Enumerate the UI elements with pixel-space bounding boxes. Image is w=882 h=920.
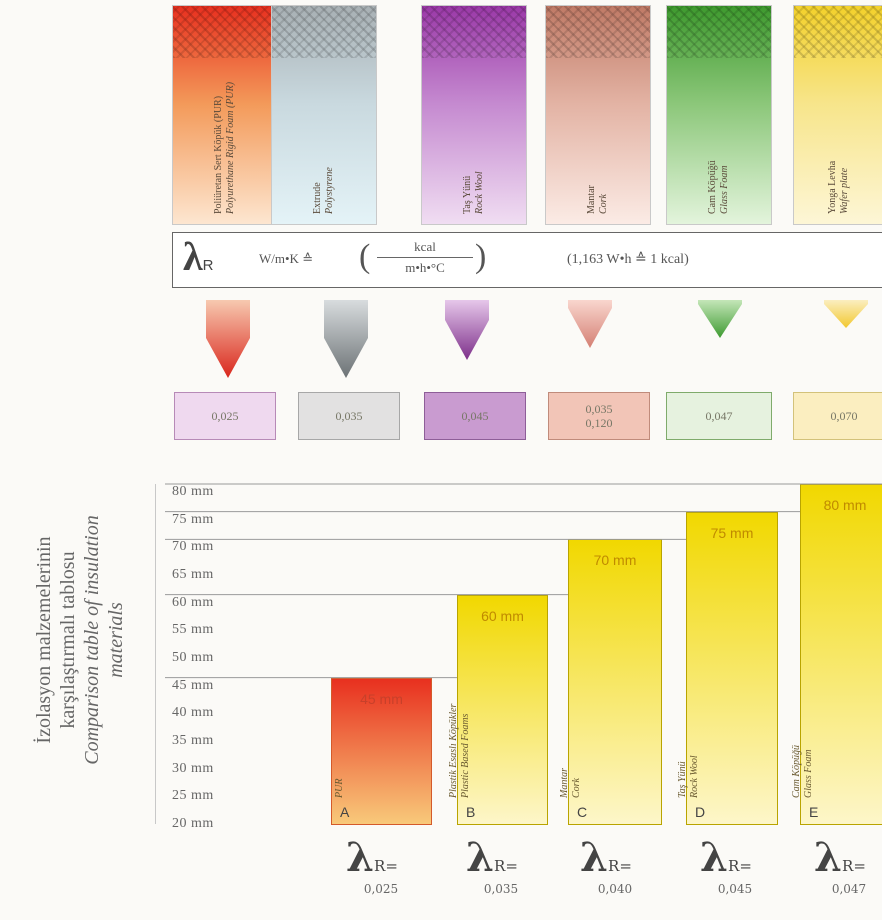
funnel-layer — [206, 300, 868, 378]
bar-value-label: 70 mm — [593, 552, 637, 569]
y-tick-label: 65 mm — [172, 567, 214, 582]
lambda-symbol: λ — [466, 834, 495, 881]
lambda-equals: = — [619, 857, 632, 875]
lambda-subscript: R — [842, 857, 854, 875]
lambda-result-value: 0,035 — [483, 882, 519, 896]
lambda-value-secondary: 0,120 — [585, 416, 613, 430]
lambda-symbol: λ — [346, 834, 375, 881]
material-texture — [422, 6, 526, 58]
lambda-result-value: 0,045 — [717, 882, 753, 896]
lambda-value-box: 0,035 0,120 — [548, 392, 650, 440]
lambda-value: 0,035 — [335, 409, 363, 423]
lambda-result: λR= 0,035 — [466, 838, 518, 897]
material-tile: Yonga Levha Wafer plate — [793, 5, 882, 225]
unit-note: (1,163 W•h ≙ 1 kcal) — [567, 252, 689, 267]
y-tick-label: 50 mm — [172, 650, 214, 665]
y-tick-label: 30 mm — [172, 760, 214, 776]
thickness-bar: 80 mm Cam Köpüğü Glass Foam E — [791, 484, 882, 825]
lambda-result: λR= 0,025 — [346, 838, 398, 897]
lambda-result: λR= 0,047 — [814, 838, 866, 897]
bar-category-letter: C — [577, 803, 588, 820]
lambda-result-value: 0,047 — [831, 882, 867, 896]
bar-value-label: 75 mm — [710, 524, 754, 541]
y-tick-label: 45 mm — [172, 677, 214, 693]
lambda-result: λR= 0,040 — [580, 838, 632, 897]
y-tick-label: 35 mm — [172, 733, 214, 748]
y-tick-label: 20 mm — [172, 816, 214, 831]
bar-value-label: 60 mm — [481, 607, 524, 624]
material-texture — [794, 6, 882, 58]
lambda-unit-bar: λR W/m•K ≙ ( kcal m•h•°C ) (1,163 W•h ≙ … — [172, 232, 882, 288]
lambda-value-box: 0,070 — [793, 392, 882, 440]
material-tile: Cam Köpüğü Glass Foam — [666, 5, 772, 225]
lambda-equals: = — [853, 857, 866, 875]
lambda-subscript: R — [374, 857, 386, 875]
bar-category-letter: D — [695, 803, 706, 820]
lambda-symbol: λR — [183, 234, 214, 279]
lambda-funnel-marker — [445, 300, 489, 360]
thickness-bar: 70 mm Mantar Cork C — [559, 539, 662, 825]
lambda-symbol: λ — [814, 834, 843, 881]
lambda-value: 0,035 — [585, 402, 613, 416]
lambda-funnel-marker — [568, 300, 612, 348]
lambda-subscript: R — [608, 857, 620, 875]
y-tick-label: 40 mm — [172, 705, 214, 721]
thickness-bar: 45 mm PUR A — [331, 677, 432, 825]
chart-left-rule — [155, 484, 156, 824]
bar-category-letter: E — [809, 804, 819, 820]
lambda-result-value: 0,025 — [363, 882, 399, 896]
lambda-value: 0,070 — [830, 409, 858, 423]
lambda-result-value: 0,040 — [597, 882, 633, 896]
material-tile: Mantar Cork — [545, 5, 651, 225]
y-tick-label: 75 mm — [172, 511, 214, 527]
y-tick-label: 70 mm — [172, 539, 214, 555]
unit-fraction: kcal m•h•°C — [377, 239, 473, 276]
thickness-bar: 75 mm Taş Yünü Rock Wool D — [677, 511, 778, 825]
lambda-equals: = — [505, 857, 518, 875]
lambda-funnel-marker — [698, 300, 742, 338]
lambda-funnel-marker — [324, 300, 368, 378]
lambda-subscript: R — [728, 857, 740, 875]
lambda-equals: = — [385, 857, 398, 875]
lambda-symbol: λ — [700, 834, 729, 881]
material-texture — [272, 6, 376, 58]
y-tick-label: 60 mm — [172, 594, 214, 610]
lambda-funnel-marker — [206, 300, 250, 378]
lambda-value-box: 0,045 — [424, 392, 526, 440]
lambda-result: λR= 0,045 — [700, 838, 752, 897]
lambda-value-box: 0,025 — [174, 392, 276, 440]
material-tile: Extrude Polystyrene — [271, 5, 377, 225]
lambda-value-box: 0,047 — [666, 392, 772, 440]
lambda-value: 0,047 — [705, 409, 733, 423]
y-tick-label: 80 mm — [172, 484, 214, 499]
material-texture — [667, 6, 771, 58]
lambda-funnel-marker — [824, 300, 868, 328]
material-texture — [173, 6, 277, 58]
bar-value-label: 80 mm — [823, 497, 867, 513]
bar-value-label: 45 mm — [360, 690, 403, 707]
y-tick-label: 55 mm — [172, 622, 214, 638]
unit-label: W/m•K ≙ — [259, 251, 314, 266]
bar-category-letter: A — [340, 803, 350, 820]
lambda-equals: = — [739, 857, 752, 875]
lambda-value-box: 0,035 — [298, 392, 400, 440]
bar-category-letter: B — [466, 803, 476, 820]
lambda-value: 0,025 — [211, 409, 239, 423]
lambda-subscript: R — [494, 857, 506, 875]
material-tile: Taş Yünü Rock Wool — [421, 5, 527, 225]
y-tick-label: 25 mm — [172, 788, 214, 804]
lambda-value: 0,045 — [461, 409, 489, 423]
paren-right: ) — [475, 238, 487, 275]
paren-left: ( — [359, 238, 371, 275]
material-tile: Poliüretan Sert Köpük (PUR) Polyurethane … — [172, 5, 278, 225]
lambda-symbol: λ — [580, 834, 609, 881]
material-texture — [546, 6, 650, 58]
